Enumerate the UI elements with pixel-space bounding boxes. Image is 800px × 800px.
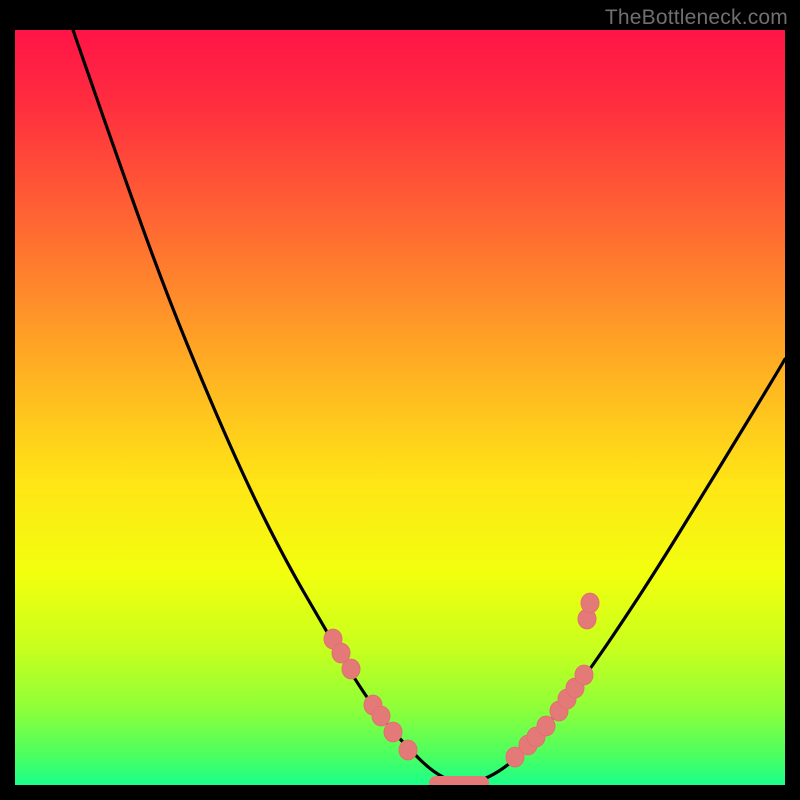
data-marker: [342, 659, 360, 679]
bottleneck-curve: [73, 30, 785, 783]
chart-frame: TheBottleneck.com: [0, 0, 800, 800]
bottom-bar-marker: [429, 776, 489, 785]
data-marker: [581, 593, 599, 613]
data-marker: [372, 706, 390, 726]
data-marker: [399, 740, 417, 760]
curve-layer: [15, 30, 785, 785]
data-marker: [575, 665, 593, 685]
markers-right-cluster: [506, 593, 599, 767]
data-marker: [384, 722, 402, 742]
plot-area: [15, 30, 785, 785]
data-marker: [537, 716, 555, 736]
watermark-text: TheBottleneck.com: [605, 6, 788, 30]
